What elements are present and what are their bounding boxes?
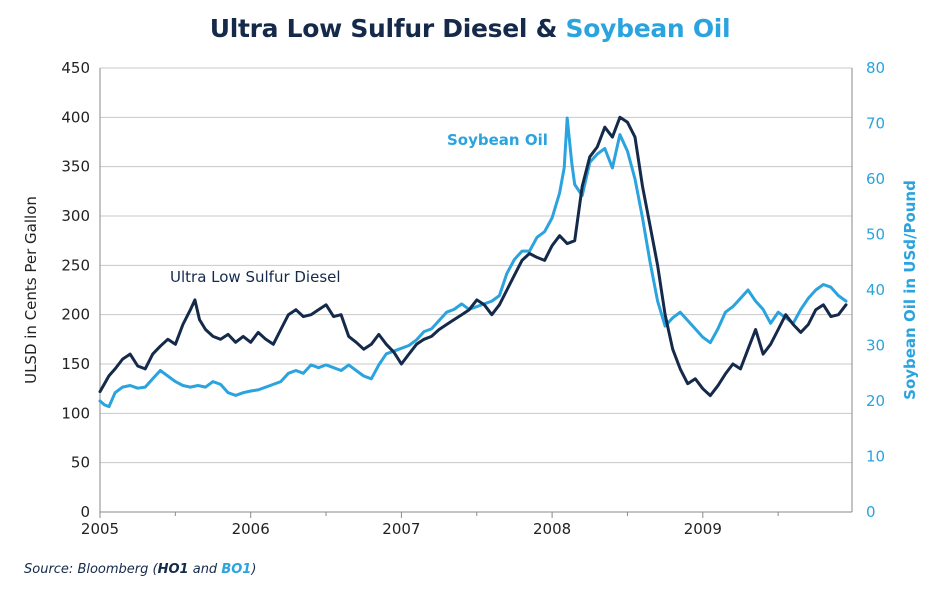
- source-prefix: Source: Bloomberg (: [24, 562, 158, 577]
- y-axis-right: 0 10 20 30 40 50 60 70 80: [851, 59, 885, 521]
- y-left-tick-label: 250: [61, 256, 90, 274]
- x-tick-label: 2005: [81, 520, 119, 538]
- y-left-tick-label: 150: [61, 355, 90, 373]
- y-right-tick-label: 40: [866, 281, 885, 299]
- soybean-series-line: [98, 116, 848, 409]
- y-axis-left: 0 50 100 150 200 250 300 350 400 450: [61, 59, 101, 521]
- y-left-tick-label: 100: [61, 404, 90, 422]
- y-right-tick-label: 10: [866, 448, 885, 466]
- source-ticker-ho1: HO1: [157, 562, 189, 577]
- y-left-axis-title: ULSD in Cents Per Gallon: [22, 196, 40, 384]
- axis-labels: ULSD in Cents Per Gallon Soybean Oil in U…: [22, 180, 919, 400]
- x-tick-label: 2009: [684, 520, 722, 538]
- y-right-tick-label: 0: [866, 503, 876, 521]
- title-soybean: Soybean Oil: [565, 14, 731, 43]
- chart-title: Ultra Low Sulfur Diesel & Soybean Oil: [0, 14, 940, 43]
- annotation-ulsd: Ultra Low Sulfur Diesel: [170, 268, 341, 286]
- y-right-tick-label: 70: [866, 115, 885, 133]
- title-ulsd: Ultra Low Sulfur Diesel: [209, 14, 528, 43]
- y-left-tick-label: 200: [61, 306, 90, 324]
- x-tick-label: 2008: [533, 520, 571, 538]
- y-left-tick-label: 0: [80, 503, 90, 521]
- y-right-axis-title: Soybean Oil in USd/Pound: [901, 180, 919, 400]
- y-left-tick-label: 300: [61, 207, 90, 225]
- y-left-tick-label: 400: [61, 108, 90, 126]
- y-left-tick-label: 450: [61, 59, 90, 77]
- x-axis: 2005 2006 2007 2008 2009: [81, 511, 852, 538]
- annotations: Ultra Low Sulfur Diesel Soybean Oil: [170, 131, 548, 286]
- series-lines: [98, 115, 848, 409]
- source-ticker-bo1: BO1: [221, 562, 252, 577]
- x-tick-label: 2006: [232, 520, 270, 538]
- y-right-tick-label: 50: [866, 226, 885, 244]
- annotation-soybean: Soybean Oil: [447, 131, 548, 149]
- y-left-tick-label: 350: [61, 158, 90, 176]
- source-and: and: [188, 562, 222, 577]
- x-tick-label: 2007: [382, 520, 420, 538]
- gridlines: [100, 67, 852, 464]
- title-separator: &: [535, 14, 558, 43]
- ulsd-series-line: [98, 115, 848, 398]
- y-right-tick-label: 30: [866, 337, 885, 355]
- y-right-tick-label: 20: [866, 392, 885, 410]
- source-suffix: ): [251, 562, 257, 577]
- y-right-tick-label: 80: [866, 59, 885, 77]
- y-left-tick-label: 50: [71, 454, 90, 472]
- source-note: Source: Bloomberg (HO1 and BO1): [24, 562, 256, 577]
- y-right-tick-label: 60: [866, 170, 885, 188]
